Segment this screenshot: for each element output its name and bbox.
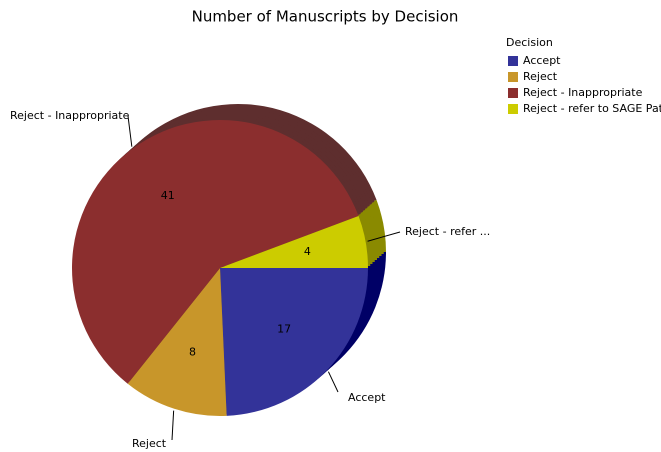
chart-title: Number of Manuscripts by Decision [192,8,459,26]
outer-label: Reject - Inappropriate [10,109,130,122]
legend-label: Reject - Inappropriate [523,86,643,99]
outer-label: Accept [348,391,386,404]
legend-swatch [508,56,518,66]
legend-swatch [508,104,518,114]
data-label: 17 [277,322,291,335]
legend-label: Accept [523,54,561,67]
outer-label: Reject - refer ... [405,225,490,238]
pie-slice [220,215,368,268]
legend-label: Reject - refer to SAGE Path [523,102,661,115]
pie-slice [220,268,368,416]
data-label: 8 [189,345,196,358]
pie-slice [72,120,359,384]
data-label: 4 [304,245,311,258]
data-label: 41 [161,189,175,202]
outer-label: Reject [132,437,167,450]
pie-slice [127,268,227,416]
legend-label: Reject [523,70,558,83]
leader-line [367,231,401,242]
legend-swatch [508,72,518,82]
legend-swatch [508,88,518,98]
legend-title: Decision [506,36,553,49]
leader-line [327,371,339,393]
leader-line [171,410,175,441]
leader-line [127,115,133,147]
